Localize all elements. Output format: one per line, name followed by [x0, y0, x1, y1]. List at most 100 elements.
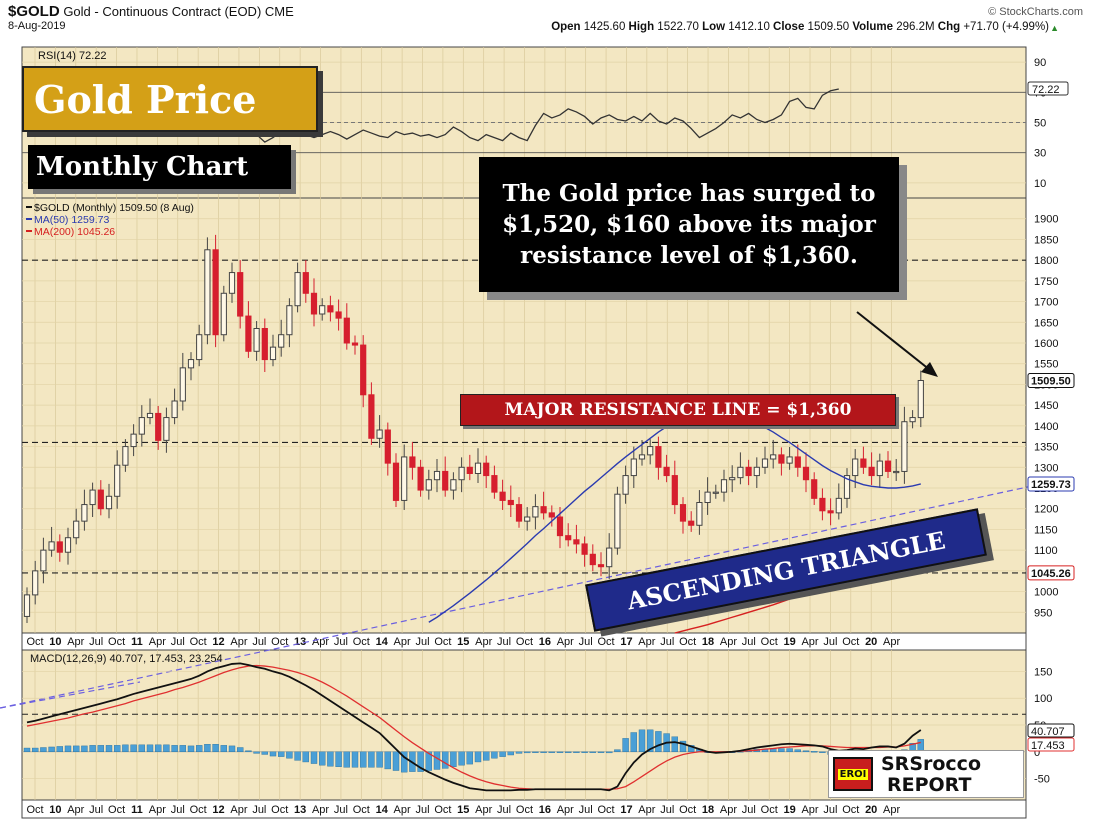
candle-body	[811, 479, 818, 499]
x-tick-label-bottom: Apr	[720, 804, 737, 816]
candle-body	[802, 466, 810, 481]
callout-arrow-line	[856, 311, 931, 371]
price-tick-label: 1550	[1034, 359, 1058, 371]
signal-value-tag	[1027, 737, 1075, 752]
macd-histogram-bar	[179, 745, 187, 752]
macd-histogram-bar	[261, 751, 268, 755]
macd-value-tag	[1027, 723, 1075, 738]
ohlc-label: Low	[702, 21, 729, 33]
signal-value-text: 17.453	[1031, 740, 1065, 752]
candle-body	[73, 520, 80, 539]
macd-histogram-bar	[491, 751, 498, 759]
candle-body	[351, 342, 359, 346]
logo: EROI SRSrocco REPORT	[828, 750, 1024, 798]
macd-histogram-bar	[105, 745, 113, 752]
watermark: © StockCharts.com	[988, 6, 1083, 18]
macd-histogram-bar	[64, 745, 72, 752]
ohlc-value: +71.70 (+4.99%)	[963, 21, 1049, 33]
x-tick-label: Apr	[638, 636, 655, 648]
x-tick-label-bottom: Jul	[334, 804, 348, 816]
x-tick-label-bottom: Jul	[742, 804, 756, 816]
macd-histogram-bar	[302, 751, 309, 763]
description: Gold - Continuous Contract (EOD)	[63, 4, 262, 19]
candle-body	[688, 520, 695, 526]
macd-histogram-bar	[548, 751, 555, 753]
ascending-trendline	[0, 482, 1047, 709]
price-tick-label: 1000	[1034, 587, 1058, 599]
candle-body	[573, 539, 580, 545]
candle-body	[663, 466, 670, 477]
x-tick-label-bottom: Oct	[598, 804, 615, 816]
x-tick-label-bottom: Apr	[230, 804, 247, 816]
x-tick-label-bottom: 10	[49, 804, 61, 816]
x-tick-label-bottom: Jul	[497, 804, 511, 816]
macd-histogram-bar	[606, 751, 613, 754]
candle-body	[876, 460, 883, 477]
x-tick-label: 12	[212, 636, 224, 648]
candle-body	[114, 464, 121, 497]
change-arrow-icon: ▲	[1050, 23, 1059, 33]
x-tick-label-bottom: Apr	[475, 804, 492, 816]
macd-histogram-bar	[589, 751, 596, 753]
x-tick-label-bottom: Jul	[579, 804, 593, 816]
x-tick-label-bottom: Apr	[638, 804, 655, 816]
candle-body	[220, 292, 227, 336]
macd-histogram-bar	[212, 744, 219, 752]
x-tick-label-bottom: Apr	[67, 804, 84, 816]
subtitle-text: Monthly Chart	[36, 152, 249, 182]
macd-histogram-bar	[573, 751, 580, 753]
macd-histogram-bar	[195, 745, 203, 752]
resistance-label: MAJOR RESISTANCE LINE = $1,360	[460, 394, 896, 426]
candle-body	[704, 491, 711, 503]
macd-histogram-bar	[204, 744, 211, 752]
x-tick-label: Jul	[742, 636, 756, 648]
ohlc-bar: Open 1425.60 High 1522.70 Low 1412.10 Cl…	[551, 21, 1049, 33]
candle-body	[884, 460, 892, 472]
candle-body	[794, 456, 801, 468]
candle-body	[105, 495, 113, 510]
macd-histogram-bar	[376, 751, 383, 768]
candle-body	[32, 570, 39, 596]
macd-histogram-bar	[351, 751, 359, 768]
title-text: Gold Price	[34, 76, 257, 122]
candle-body	[819, 497, 826, 512]
x-tick-label: Apr	[720, 636, 737, 648]
macd-histogram-bar	[278, 751, 285, 757]
macd-histogram-bar	[368, 751, 375, 768]
macd-histogram-bar	[614, 749, 621, 752]
price-tick-label: 1400	[1034, 421, 1058, 433]
price-legend-entry: MA(50) 1259.73	[34, 214, 109, 226]
macd-histogram-bar	[786, 748, 793, 752]
candle-body	[491, 475, 498, 493]
macd-histogram-bar	[23, 747, 31, 752]
macd-legend-label: MACD(12,26,9) 40.707, 17.453, 23.254	[30, 653, 223, 665]
macd-histogram-bar	[524, 751, 531, 754]
x-tick-label-bottom: Jul	[89, 804, 103, 816]
candle-body	[540, 506, 547, 514]
macd-histogram-bar	[507, 751, 514, 756]
x-tick-label-bottom: Jul	[252, 804, 266, 816]
candle-body	[581, 543, 588, 555]
candle-body	[597, 564, 605, 568]
x-tick-label: Apr	[149, 636, 166, 648]
candle-body	[376, 429, 383, 439]
macd-histogram-bar	[679, 740, 687, 752]
x-tick-label: 15	[457, 636, 469, 648]
candle-body	[614, 493, 621, 549]
candle-body	[368, 394, 375, 439]
macd-histogram-bar	[811, 751, 818, 753]
x-axis-strip-bottom	[21, 799, 1027, 819]
x-tick-label: Apr	[67, 636, 84, 648]
macd-histogram-bar	[319, 751, 326, 766]
x-tick-label: 11	[131, 636, 143, 648]
macd-histogram-bar	[401, 751, 408, 773]
candle-body	[737, 466, 744, 479]
macd-histogram-bar	[581, 751, 588, 753]
macd-histogram-bar	[647, 729, 654, 752]
callout-text: The Gold price has surged to $1,520, $16…	[502, 180, 876, 269]
x-tick-label-bottom: Jul	[171, 804, 185, 816]
candle-body	[417, 466, 424, 491]
macd-histogram-bar	[269, 751, 277, 757]
x-tick-label: 16	[539, 636, 551, 648]
x-tick-label-bottom: 17	[620, 804, 632, 816]
